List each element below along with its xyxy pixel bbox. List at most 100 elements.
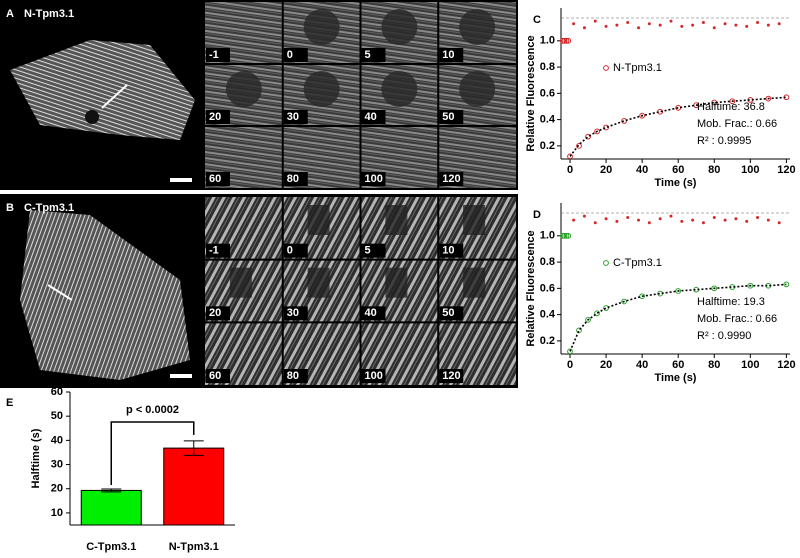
residual-point bbox=[637, 26, 641, 30]
residual-point bbox=[572, 218, 576, 222]
bar bbox=[163, 447, 225, 526]
data-point bbox=[603, 305, 609, 311]
data-point bbox=[561, 37, 568, 44]
frame-label-bg bbox=[361, 172, 386, 186]
x-tick-label: 80 bbox=[708, 164, 720, 176]
data-point bbox=[747, 282, 754, 289]
frame-label-bg bbox=[206, 48, 230, 62]
residual-point bbox=[756, 20, 760, 24]
frame-label-bg bbox=[206, 172, 230, 186]
data-point bbox=[585, 316, 591, 323]
bleach-spot bbox=[385, 205, 408, 235]
y-tick-label: 0.4 bbox=[540, 309, 556, 321]
y-tick-label: 20 bbox=[51, 483, 63, 495]
data-point bbox=[585, 133, 591, 140]
annotation: Halftime: 19.3 bbox=[697, 296, 765, 308]
fit-line bbox=[569, 283, 787, 352]
frame-label-bg bbox=[206, 369, 230, 383]
x-tick-label: 0 bbox=[567, 164, 573, 176]
x-tick-label: 20 bbox=[600, 359, 612, 371]
frame-label: 0 bbox=[287, 245, 293, 257]
data-point bbox=[576, 142, 582, 149]
frame-label: 40 bbox=[365, 307, 377, 319]
data-point bbox=[559, 37, 566, 44]
annotation: R² : 0.9990 bbox=[697, 330, 751, 342]
frame-label: 120 bbox=[442, 370, 460, 382]
bleach-spot bbox=[381, 9, 418, 45]
y-tick-label: 0.6 bbox=[540, 282, 555, 294]
significance-bracket bbox=[110, 421, 195, 485]
residual-point bbox=[669, 19, 673, 23]
residual-point bbox=[723, 218, 727, 222]
arrow bbox=[101, 84, 128, 109]
residual-point bbox=[582, 26, 586, 30]
residual-point bbox=[766, 218, 770, 222]
bar bbox=[80, 489, 142, 526]
x-tick-label: 60 bbox=[672, 164, 684, 176]
residual-point bbox=[701, 221, 705, 225]
panel-letter: B bbox=[6, 202, 14, 214]
frame-label: 60 bbox=[209, 173, 221, 185]
bleach-spot bbox=[229, 267, 252, 298]
x-tick-label: 120 bbox=[777, 164, 795, 176]
y-tick-label: 0.4 bbox=[540, 114, 556, 126]
x-axis-label: Time (s) bbox=[655, 177, 697, 189]
scale-bar bbox=[170, 374, 192, 378]
residual-point bbox=[647, 22, 651, 26]
data-point bbox=[565, 37, 572, 44]
residual-point bbox=[637, 218, 641, 222]
residual-point bbox=[680, 219, 684, 223]
data-point bbox=[594, 310, 600, 317]
residual-point bbox=[615, 219, 619, 223]
frame-label: 100 bbox=[365, 173, 383, 185]
y-tick-label: 0.6 bbox=[540, 87, 555, 99]
residual-point bbox=[712, 26, 716, 30]
residual-point bbox=[669, 214, 673, 218]
frame-label-bg bbox=[283, 48, 308, 62]
y-tick-label: 30 bbox=[51, 458, 63, 470]
frame-label-bg bbox=[439, 172, 464, 186]
data-point bbox=[765, 95, 772, 102]
scale-bar bbox=[170, 178, 192, 182]
frame-label: -1 bbox=[209, 245, 219, 257]
annotation: Mob. Frac.: 0.66 bbox=[697, 313, 777, 325]
frame-label-bg bbox=[439, 369, 464, 383]
cell-image bbox=[20, 210, 190, 380]
frame-label: 80 bbox=[287, 370, 299, 382]
data-point bbox=[565, 232, 572, 239]
data-point bbox=[563, 232, 570, 239]
x-tick-label: 80 bbox=[708, 359, 720, 371]
frame-label-bg bbox=[361, 110, 386, 124]
x-tick-label: 100 bbox=[741, 164, 759, 176]
bleach-spot bbox=[459, 9, 496, 45]
frame-label-bg bbox=[283, 172, 308, 186]
frame-label: 30 bbox=[287, 307, 299, 319]
residual-point bbox=[582, 214, 586, 218]
frame-label: -1 bbox=[209, 49, 219, 61]
residual-point bbox=[626, 215, 630, 219]
frame-label: 120 bbox=[442, 173, 460, 185]
x-tick-label: 120 bbox=[777, 359, 795, 371]
frame-label-bg bbox=[439, 110, 464, 124]
bleach-spot bbox=[225, 71, 262, 107]
frame-label-bg bbox=[283, 243, 308, 258]
frame-label-bg bbox=[206, 110, 230, 124]
frame-label: 0 bbox=[287, 49, 293, 61]
residual-point bbox=[593, 221, 597, 225]
annotation: Mob. Frac.: 0.66 bbox=[697, 118, 777, 130]
y-tick-label: 1.0 bbox=[540, 35, 555, 47]
residual-point bbox=[647, 221, 651, 225]
data-point bbox=[561, 232, 568, 239]
residual-point bbox=[691, 218, 695, 222]
residual-point bbox=[734, 217, 738, 221]
frame-label-bg bbox=[439, 243, 464, 258]
frame-label-bg bbox=[206, 243, 230, 258]
frame-label: 80 bbox=[287, 173, 299, 185]
data-point bbox=[675, 288, 682, 294]
panel-title: C-Tpm3.1 bbox=[24, 202, 74, 214]
residual-point bbox=[691, 23, 695, 27]
data-point bbox=[576, 327, 582, 334]
y-tick-label: 0.8 bbox=[540, 256, 555, 268]
frame-label-bg bbox=[439, 306, 464, 321]
x-tick-label: 40 bbox=[636, 359, 648, 371]
